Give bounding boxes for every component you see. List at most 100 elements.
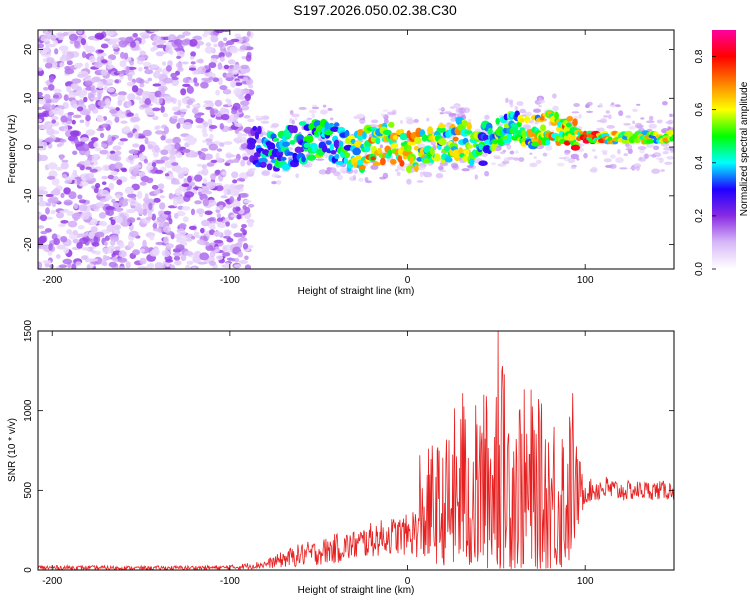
spectrogram-noise-cell bbox=[215, 255, 224, 261]
spectrogram-noise-cell bbox=[158, 210, 165, 214]
spectrogram-noise-cell bbox=[200, 227, 205, 234]
spectrogram-noise-cell bbox=[66, 60, 73, 66]
spectrogram-noise-cell bbox=[49, 264, 55, 269]
spectrogram-ridge-cell bbox=[671, 134, 674, 140]
spectrogram-noise-cell bbox=[163, 225, 171, 233]
spectrogram-noise-cell bbox=[139, 257, 147, 265]
spectrogram-ridge-cell bbox=[392, 135, 398, 140]
spectrogram-halo-cell bbox=[623, 123, 631, 126]
spectrogram-halo-cell bbox=[255, 115, 260, 120]
spectrogram-noise-cell bbox=[84, 247, 90, 251]
spectrogram-halo-cell bbox=[576, 158, 580, 161]
spectrogram-ridge-cell bbox=[444, 157, 453, 163]
x-tick-label: -200 bbox=[42, 576, 62, 587]
spectrogram-halo-cell bbox=[416, 180, 424, 183]
spectrogram-halo-cell bbox=[640, 117, 645, 120]
spectrogram-noise-cell bbox=[193, 231, 200, 238]
spectrogram-noise-cell bbox=[57, 108, 64, 116]
spectrogram-halo-cell bbox=[515, 150, 519, 154]
colorbar-ticks: 0.0 0.2 0.4 0.6 0.8 bbox=[694, 49, 716, 276]
spectrogram-noise-cell bbox=[68, 33, 78, 42]
spectrogram-noise-cell bbox=[38, 67, 43, 72]
spectrogram-noise-cell bbox=[66, 120, 72, 125]
x-tick-label: 100 bbox=[577, 275, 594, 286]
spectrogram-x-label: Height of straight line (km) bbox=[298, 286, 415, 297]
spectrogram-noise-cell bbox=[86, 264, 91, 269]
spectrogram-noise-cell bbox=[121, 127, 131, 133]
spectrogram-noise-cell bbox=[228, 59, 236, 65]
spectrogram-noise-cell bbox=[160, 135, 166, 141]
spectrogram-noise-cell bbox=[116, 216, 123, 224]
spectrogram-noise-cell bbox=[38, 140, 44, 148]
spectrogram-noise-cell bbox=[230, 223, 238, 229]
spectrogram-noise-cell bbox=[61, 159, 69, 163]
spectrogram-noise-cell bbox=[225, 76, 234, 82]
spectrogram-noise-cell bbox=[238, 260, 248, 264]
spectrogram-ridge-cell bbox=[423, 158, 430, 164]
spectrogram-halo-cell bbox=[618, 110, 624, 117]
spectrogram-halo-cell bbox=[585, 105, 589, 108]
spectrogram-noise-cell bbox=[67, 111, 74, 116]
spectrogram-noise-cell bbox=[91, 250, 96, 254]
spectrogram-noise-cell bbox=[129, 60, 134, 66]
spectrogram-ridge-cell bbox=[344, 152, 351, 159]
spectrogram-noise-cell bbox=[241, 105, 250, 111]
spectrogram-halo-cell bbox=[669, 146, 674, 152]
spectrogram-noise-cell bbox=[136, 217, 141, 221]
spectrogram-ridge-cell bbox=[406, 141, 417, 146]
spectrogram-noise-cell bbox=[39, 214, 48, 222]
spectrogram-noise-cell bbox=[54, 48, 59, 55]
spectrogram-noise-cell bbox=[224, 230, 231, 237]
spectrogram-noise-cell bbox=[173, 255, 181, 261]
spectrogram-noise-cell bbox=[244, 93, 251, 102]
spectrogram-noise-cell bbox=[237, 240, 243, 248]
spectrogram-noise-cell bbox=[171, 78, 180, 87]
y-tick-label: 500 bbox=[23, 482, 34, 499]
spectrogram-noise-cell bbox=[242, 76, 248, 82]
spectrogram-noise-cell bbox=[94, 231, 105, 238]
spectrogram-halo-cell bbox=[557, 162, 565, 167]
spectrogram-noise-cell bbox=[150, 64, 159, 69]
spectrogram-noise-cell bbox=[97, 81, 104, 89]
spectrogram-noise-cell bbox=[127, 74, 133, 81]
spectrogram-noise-cell bbox=[85, 129, 96, 136]
spectrogram-noise-cell bbox=[139, 32, 150, 37]
spectrogram-noise-cell bbox=[100, 143, 108, 148]
spectrogram-noise-cell bbox=[232, 102, 241, 110]
spectrogram-halo-cell bbox=[662, 130, 667, 133]
spectrogram-noise-cell bbox=[201, 164, 207, 169]
spectrogram-noise-cell bbox=[165, 259, 174, 263]
spectrogram-noise-cell bbox=[246, 79, 253, 85]
spectrogram-halo-cell bbox=[420, 171, 430, 175]
spectrogram-noise-cell bbox=[217, 62, 223, 70]
spectrogram-noise-cell bbox=[101, 175, 108, 180]
spectrogram-noise-cell bbox=[123, 52, 129, 60]
spectrogram-ridge-cell bbox=[566, 116, 573, 122]
spectrogram-halo-cell bbox=[396, 171, 401, 176]
spectrogram-noise-cell bbox=[139, 144, 146, 153]
spectrogram-noise-cell bbox=[205, 242, 211, 247]
spectrogram-noise-cell bbox=[138, 171, 146, 176]
spectrogram-halo-cell bbox=[401, 168, 405, 172]
spectrogram-noise-cell bbox=[169, 264, 176, 269]
spectrogram-halo-cell bbox=[484, 114, 490, 120]
spectrogram-halo-cell bbox=[662, 101, 668, 106]
spectrogram-halo-cell bbox=[502, 149, 507, 153]
spectrogram-noise-cell bbox=[120, 51, 125, 59]
spectrogram-noise-cell bbox=[214, 109, 219, 114]
spectrogram-ridge-cell bbox=[625, 130, 633, 136]
spectrogram-halo-cell bbox=[379, 144, 384, 149]
colorbar-tick-label: 0.6 bbox=[694, 102, 705, 116]
spectrogram-noise-cell bbox=[203, 153, 213, 160]
spectrogram-halo-cell bbox=[663, 146, 672, 151]
spectrogram-noise-cell bbox=[216, 217, 224, 222]
spectrogram-noise-cell bbox=[117, 114, 127, 119]
spectrogram-noise-cell bbox=[152, 107, 161, 112]
spectrogram-noise-cell bbox=[181, 206, 191, 211]
spectrogram-noise-cell bbox=[45, 44, 50, 53]
spectrogram-noise-cell bbox=[45, 62, 53, 69]
spectrogram-noise-cell bbox=[208, 62, 217, 69]
spectrogram-halo-cell bbox=[466, 164, 474, 168]
spectrogram-noise-cell bbox=[155, 125, 161, 130]
spectrogram-noise-cell bbox=[179, 108, 188, 113]
